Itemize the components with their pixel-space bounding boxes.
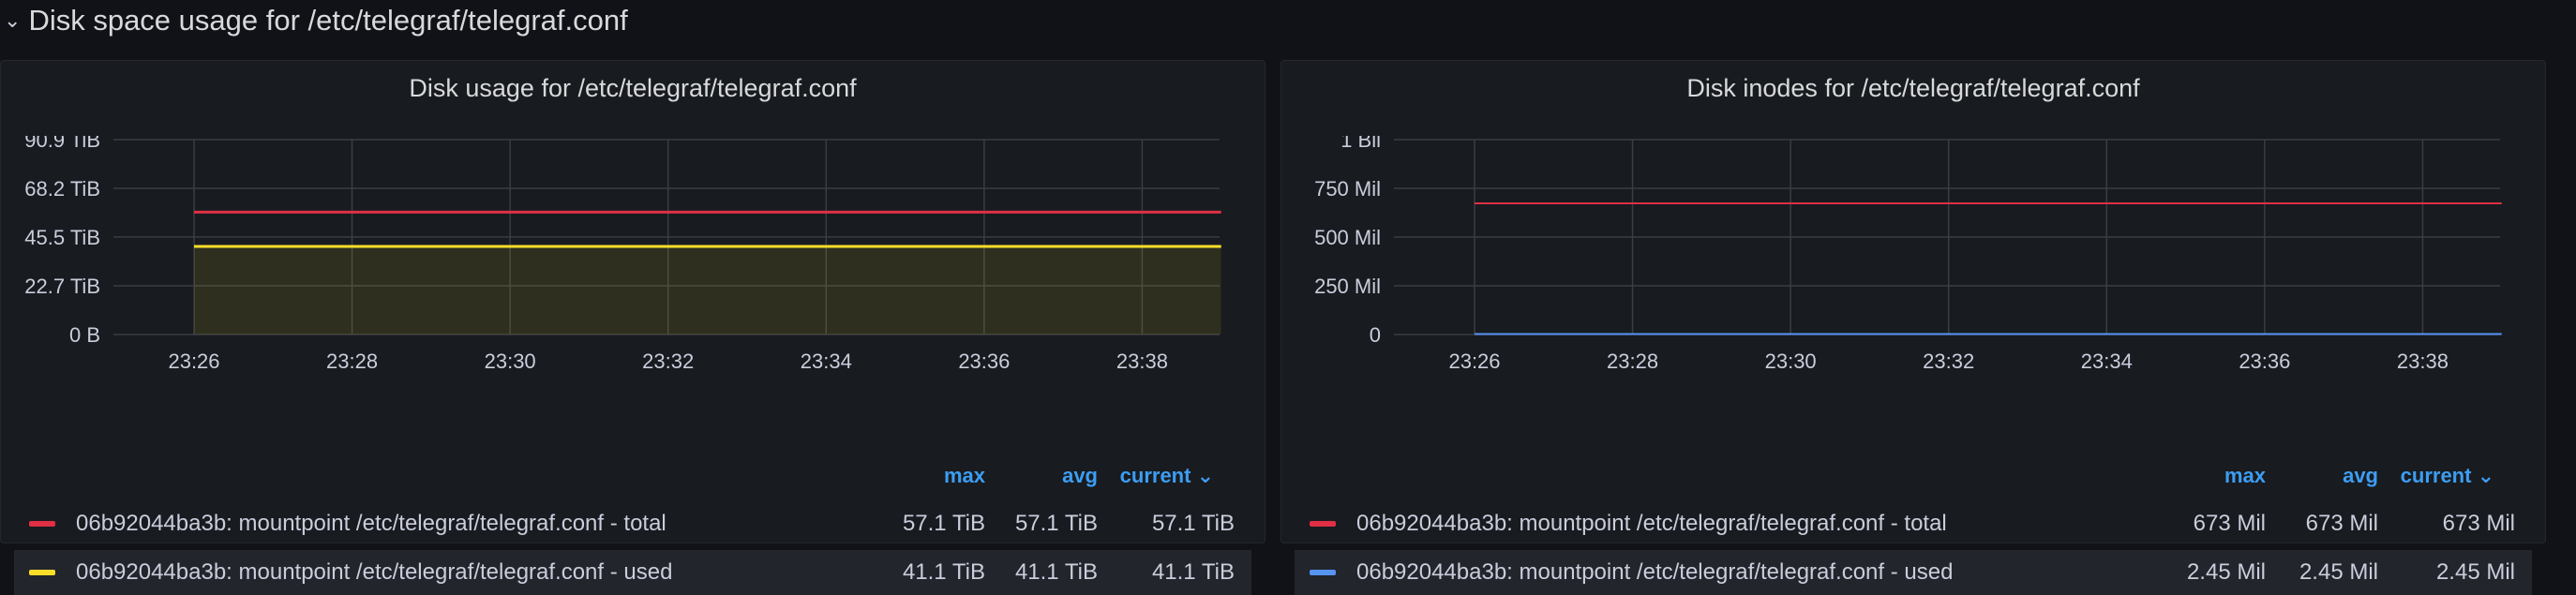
series-name[interactable]: 06b92044ba3b: mountpoint /etc/telegraf/t… bbox=[1356, 511, 1947, 536]
legend-max-value: 57.1 TiB bbox=[902, 511, 985, 536]
legend-current-value: 57.1 TiB bbox=[1151, 511, 1235, 536]
panel-title[interactable]: Disk inodes for /etc/telegraf/telegraf.c… bbox=[1686, 74, 2140, 102]
series-color-swatch[interactable] bbox=[1310, 521, 1336, 527]
x-tick-label: 23:36 bbox=[958, 350, 1010, 373]
y-tick-label: 500 Mil bbox=[1314, 226, 1381, 249]
y-tick-label: 68.2 TiB bbox=[24, 177, 100, 201]
row-title[interactable]: Disk space usage for /etc/telegraf/teleg… bbox=[28, 4, 628, 37]
legend-avg-value: 41.1 TiB bbox=[1014, 559, 1098, 585]
x-tick-label: 23:30 bbox=[485, 350, 536, 373]
chevron-down-icon: ⌄ bbox=[1196, 464, 1214, 487]
chart-disk-inodes[interactable]: 0 250 Mil 500 Mil 750 Mil 1 Bil 23:26 23:28 23:… bbox=[1281, 136, 2547, 417]
series-color-swatch[interactable] bbox=[29, 570, 55, 575]
series-name[interactable]: 06b92044ba3b: mountpoint /etc/telegraf/t… bbox=[76, 511, 666, 536]
y-tick-label: 45.5 TiB bbox=[24, 226, 100, 249]
legend-max-value: 673 Mil bbox=[2193, 511, 2266, 536]
legend-row[interactable]: 06b92044ba3b: mountpoint /etc/telegraf/t… bbox=[14, 501, 1251, 546]
legend-current-value: 2.45 Mil bbox=[2435, 559, 2515, 585]
panel-disk-inodes: Disk inodes for /etc/telegraf/telegraf.c… bbox=[1281, 60, 2547, 595]
series-color-swatch[interactable] bbox=[1310, 570, 1336, 575]
legend-max-value: 2.45 Mil bbox=[2186, 559, 2266, 585]
series-area bbox=[194, 245, 1221, 335]
legend-header-max[interactable]: max bbox=[2224, 464, 2266, 487]
legend-header-current-label: current bbox=[2400, 464, 2472, 487]
legend-avg-value: 57.1 TiB bbox=[1014, 511, 1098, 536]
y-tick-label: 750 Mil bbox=[1314, 177, 1381, 201]
x-tick-label: 23:36 bbox=[2239, 350, 2290, 373]
legend-row[interactable]: 06b92044ba3b: mountpoint /etc/telegraf/t… bbox=[1295, 501, 2532, 546]
y-tick-label: 22.7 TiB bbox=[24, 275, 100, 298]
chart-disk-usage[interactable]: 0 B 22.7 TiB 45.5 TiB 68.2 TiB 90.9 TiB 23:26… bbox=[1, 136, 1266, 417]
legend-header-current-label: current bbox=[1119, 464, 1191, 487]
panel-disk-usage: Disk usage for /etc/telegraf/telegraf.co… bbox=[0, 60, 1266, 595]
x-tick-label: 23:32 bbox=[1923, 350, 1974, 373]
legend-current-value: 41.1 TiB bbox=[1151, 559, 1235, 585]
y-tick-label: 90.9 TiB bbox=[24, 136, 100, 152]
legend-row[interactable]: 06b92044ba3b: mountpoint /etc/telegraf/t… bbox=[1295, 550, 2532, 595]
chevron-down-icon[interactable]: ⌄ bbox=[4, 8, 22, 32]
legend-row[interactable]: 06b92044ba3b: mountpoint /etc/telegraf/t… bbox=[14, 550, 1251, 595]
y-tick-label: 1 Bil bbox=[1340, 136, 1381, 152]
legend-header-current[interactable]: current ⌄ bbox=[1120, 464, 1214, 488]
x-tick-label: 23:28 bbox=[1607, 350, 1658, 373]
y-tick-label: 0 bbox=[1370, 323, 1381, 347]
x-tick-label: 23:28 bbox=[326, 350, 378, 373]
legend-header-max[interactable]: max bbox=[943, 464, 985, 487]
legend-avg-value: 2.45 Mil bbox=[2299, 559, 2378, 585]
panel-title[interactable]: Disk usage for /etc/telegraf/telegraf.co… bbox=[409, 74, 857, 102]
x-tick-label: 23:34 bbox=[2081, 350, 2133, 373]
legend-header-avg[interactable]: avg bbox=[1062, 464, 1098, 487]
legend-avg-value: 673 Mil bbox=[2305, 511, 2378, 536]
y-tick-label: 250 Mil bbox=[1314, 275, 1381, 298]
row-header[interactable]: ⌄ Disk space usage for /etc/telegraf/tel… bbox=[0, 0, 628, 41]
x-tick-label: 23:34 bbox=[801, 350, 852, 373]
x-tick-label: 23:26 bbox=[168, 350, 219, 373]
legend-header-current[interactable]: current ⌄ bbox=[2401, 464, 2494, 488]
y-tick-label: 0 B bbox=[69, 323, 100, 347]
legend-max-value: 41.1 TiB bbox=[902, 559, 985, 585]
x-tick-label: 23:26 bbox=[1448, 350, 1500, 373]
x-tick-label: 23:38 bbox=[2397, 350, 2449, 373]
x-tick-label: 23:32 bbox=[642, 350, 694, 373]
series-color-swatch[interactable] bbox=[29, 521, 55, 527]
legend-current-value: 673 Mil bbox=[2442, 511, 2515, 536]
x-tick-label: 23:30 bbox=[1765, 350, 1817, 373]
x-tick-label: 23:38 bbox=[1116, 350, 1168, 373]
chevron-down-icon: ⌄ bbox=[2477, 464, 2494, 487]
legend-header-avg[interactable]: avg bbox=[2343, 464, 2378, 487]
